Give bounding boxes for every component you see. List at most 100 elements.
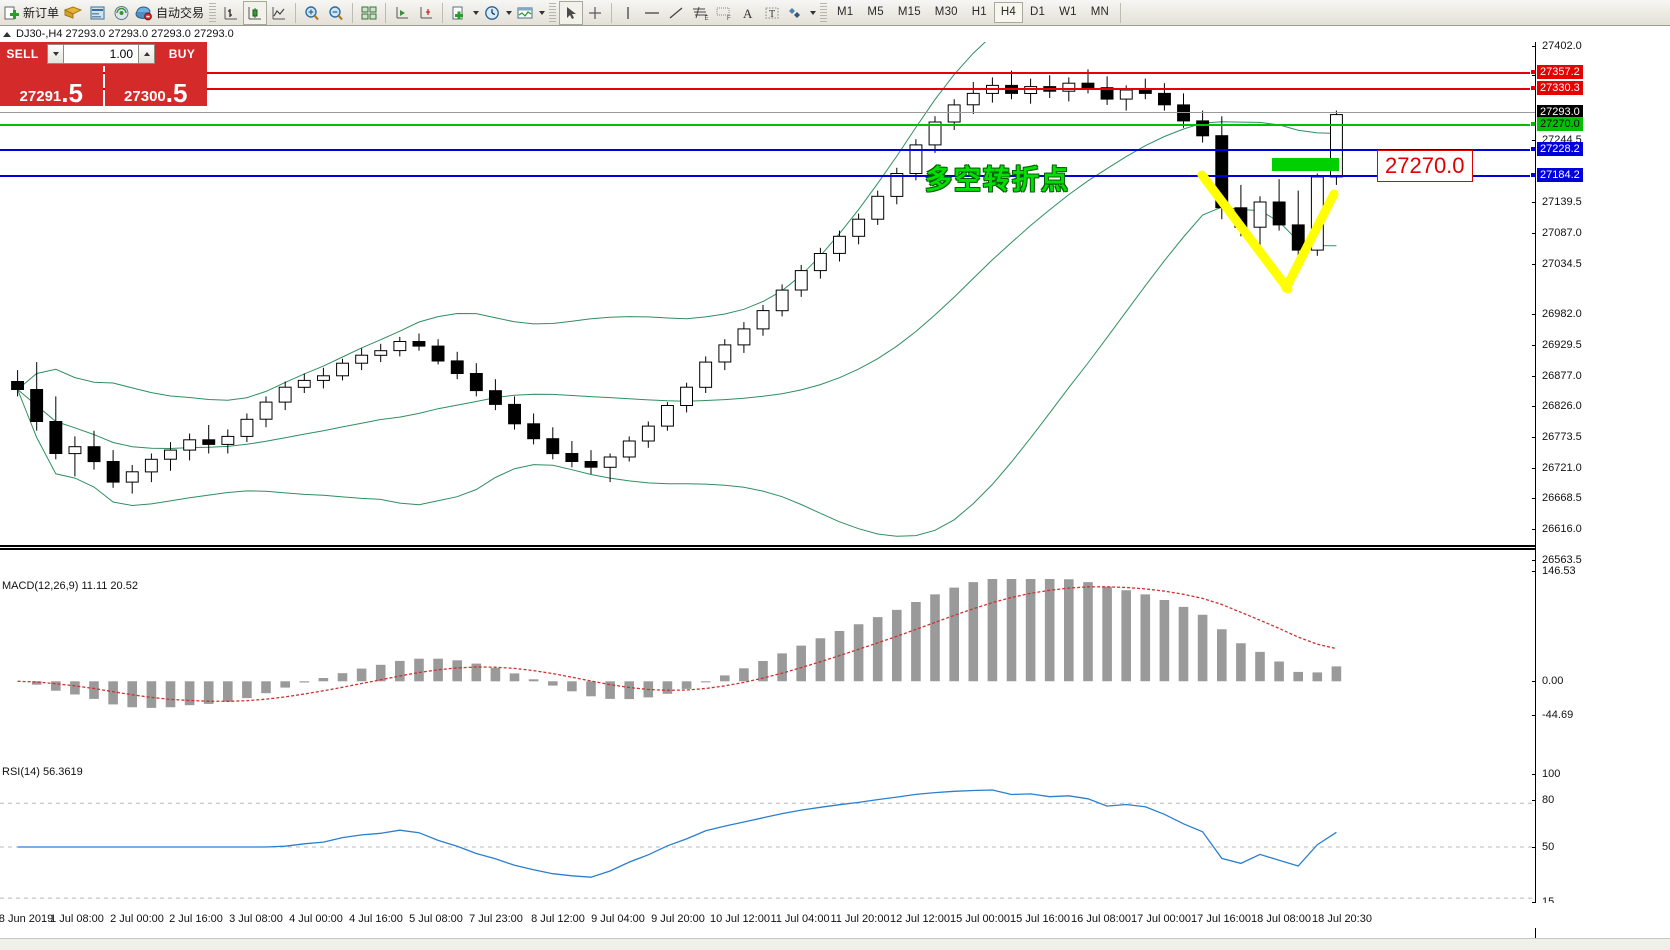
timeframe-h4[interactable]: H4 <box>993 2 1023 23</box>
price-tag-red[interactable]: 27330.3 <box>1537 81 1583 95</box>
price-callout: 27270.0 <box>1377 150 1473 182</box>
timeframe-h1[interactable]: H1 <box>971 6 987 18</box>
crosshair-icon[interactable] <box>583 1 607 25</box>
timeframe-mn[interactable]: MN <box>1090 6 1110 18</box>
price-tag-green[interactable]: 27270.0 <box>1537 117 1583 131</box>
line-chart-icon[interactable] <box>267 1 291 25</box>
new-order-label: 新订单 <box>23 6 60 20</box>
price-tag-red[interactable]: 27357.2 <box>1537 65 1583 79</box>
sell-button[interactable]: SELL <box>0 42 45 66</box>
tile-windows-icon[interactable] <box>357 1 381 25</box>
timeframe-m30[interactable]: M30 <box>934 6 958 18</box>
chart-shift-icon[interactable] <box>414 1 438 25</box>
macd-chart-svg <box>17 579 1342 708</box>
candlestick-chart-icon[interactable] <box>243 0 268 25</box>
price-tag-black[interactable]: 27293.0 <box>1537 105 1583 119</box>
timeframe-m1[interactable]: M1 <box>837 6 854 18</box>
price-tick-label: 26826.0 <box>1542 400 1582 412</box>
time-axis-label: 9 Jul 04:00 <box>591 913 645 925</box>
time-axis-label: 3 Jul 08:00 <box>229 913 283 925</box>
zoom-in-icon[interactable] <box>300 1 324 25</box>
toolbar-grip[interactable] <box>209 2 217 23</box>
rsi-tick <box>1532 902 1536 903</box>
timeframe-m5[interactable]: M5 <box>867 6 884 18</box>
macd-tick-label: -44.69 <box>1542 709 1574 721</box>
price-level-line-27293-0[interactable] <box>0 112 1535 113</box>
svg-text:F: F <box>727 16 731 21</box>
trade-prices-row: 27291 .5 27300 .5 <box>0 66 207 106</box>
one-click-trading-panel[interactable]: SELL 1.00 BUY 27291 .5 27300 .5 <box>0 42 207 106</box>
horizontal-line-icon[interactable] <box>640 1 664 25</box>
period-dropdown-arrow[interactable] <box>504 2 513 24</box>
price-level-line-27270-0[interactable] <box>0 124 1535 126</box>
volume-dropdown-icon[interactable] <box>47 44 64 64</box>
trendline-icon[interactable] <box>664 1 688 25</box>
time-axis-label: 15 Jul 00:00 <box>950 913 1010 925</box>
new-order-button[interactable]: 新订单 <box>2 1 61 25</box>
price-level-line-27330-3[interactable] <box>0 88 1535 90</box>
zoom-out-icon[interactable] <box>324 1 348 25</box>
fibonacci-icon[interactable]: E <box>688 1 712 25</box>
timeframe-m15[interactable]: M15 <box>897 6 921 18</box>
price-level-line-27228-2[interactable] <box>0 149 1535 151</box>
label-icon[interactable]: T <box>760 1 784 25</box>
time-axis-label: 8 Jul 12:00 <box>531 913 585 925</box>
sell-price[interactable]: 27291 .5 <box>0 66 103 106</box>
period-icon[interactable] <box>480 1 504 25</box>
price-level-line-27357-2[interactable] <box>0 72 1535 74</box>
text-grid-icon[interactable]: F <box>712 1 736 25</box>
price-tick <box>1532 314 1536 315</box>
chart-area[interactable]: 多空转折点 27270.0 MACD(12,26,9) 11.11 20.52 … <box>0 40 1670 950</box>
price-pane[interactable]: 多空转折点 27270.0 <box>0 42 1536 545</box>
collapse-triangle-icon[interactable] <box>3 31 11 37</box>
new-chart-dropdown-arrow[interactable] <box>471 2 480 24</box>
time-axis-label: 5 Jul 08:00 <box>409 913 463 925</box>
signal-icon[interactable] <box>109 1 133 25</box>
time-axis-label: 15 Jul 16:00 <box>1010 913 1070 925</box>
expert-advisor-icon[interactable]: 自动交易 <box>133 1 206 25</box>
scroll-end-icon[interactable] <box>390 1 414 25</box>
volume-input[interactable]: 1.00 <box>64 44 138 64</box>
time-axis-label: 18 Jul 20:30 <box>1312 913 1372 925</box>
bar-chart-icon[interactable] <box>219 1 243 25</box>
indicators-dropdown-arrow[interactable] <box>537 2 546 24</box>
macd-tick <box>1532 571 1536 572</box>
autotrade-label: 自动交易 <box>156 6 205 20</box>
svg-text:T: T <box>769 9 775 20</box>
rsi-pane[interactable]: RSI(14) 56.3619 <box>0 765 1535 903</box>
buy-price[interactable]: 27300 .5 <box>104 66 207 106</box>
cursor-icon[interactable] <box>559 0 584 25</box>
time-axis-label: 18 Jul 08:00 <box>1251 913 1311 925</box>
price-tag-blue[interactable]: 27184.2 <box>1537 168 1583 182</box>
price-tick-label: 26721.0 <box>1542 462 1582 474</box>
data-window-icon[interactable] <box>85 1 109 25</box>
price-tick <box>1532 406 1536 407</box>
time-axis-label: 12 Jul 12:00 <box>890 913 950 925</box>
toolbar-grip-2[interactable] <box>549 2 557 23</box>
rsi-tick-label: 100 <box>1542 768 1561 780</box>
time-axis[interactable]: 8 Jun 2019 1 Jul 08:00 2 Jul 00:00 2 Jul 16… <box>0 903 1670 928</box>
price-level-line-27184-2[interactable] <box>0 175 1535 177</box>
vertical-line-icon[interactable] <box>616 1 640 25</box>
price-tick-label: 26877.0 <box>1542 370 1582 382</box>
shapes-icon[interactable] <box>784 1 808 25</box>
new-chart-icon[interactable] <box>447 1 471 25</box>
indicators-icon[interactable] <box>513 1 537 25</box>
text-icon[interactable]: A <box>736 1 760 25</box>
timeframe-d1[interactable]: D1 <box>1030 6 1046 18</box>
buy-button[interactable]: BUY <box>157 42 207 66</box>
volume-increase-icon[interactable] <box>138 44 155 64</box>
wallet-icon[interactable] <box>61 1 85 25</box>
time-axis-label: 2 Jul 00:00 <box>110 913 164 925</box>
price-tag-blue[interactable]: 27228.2 <box>1537 142 1583 156</box>
timeframe-w1[interactable]: W1 <box>1059 6 1077 18</box>
toolbar-grip-3[interactable] <box>820 2 828 23</box>
price-scale[interactable]: 27402.027349.527244.527139.527087.027034… <box>1532 40 1670 950</box>
macd-pane[interactable]: MACD(12,26,9) 11.11 20.52 <box>0 579 1535 764</box>
time-axis-label: 7 Jul 23:00 <box>469 913 523 925</box>
shapes-dropdown-arrow[interactable] <box>808 2 817 24</box>
buy-price-integer: 27300 <box>124 88 166 105</box>
rsi-tick <box>1532 774 1536 775</box>
time-axis-label: 9 Jul 20:00 <box>651 913 705 925</box>
volume-stepper[interactable]: 1.00 <box>45 42 157 66</box>
